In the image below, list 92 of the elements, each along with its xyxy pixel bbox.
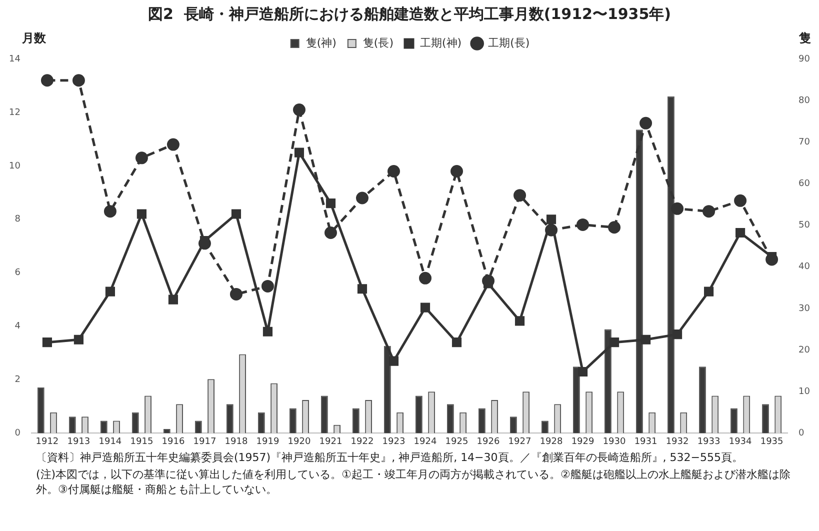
- point: [166, 138, 180, 151]
- x-tick-label: 1934: [728, 436, 752, 447]
- x-tick-label: 1925: [445, 436, 468, 447]
- y-tick-label: 8: [14, 214, 21, 225]
- point: [671, 202, 684, 215]
- point: [640, 116, 652, 130]
- y2-tick-label: 90: [798, 54, 810, 64]
- x-tick-label: 1921: [319, 436, 342, 447]
- x-tick-label: 1916: [162, 436, 185, 447]
- point: [450, 165, 464, 178]
- point: [356, 192, 368, 204]
- x-tick-label: 1912: [36, 436, 59, 447]
- point: [105, 286, 115, 296]
- legend-label: 工期(神): [420, 36, 462, 50]
- x-tick-label: 1922: [350, 436, 374, 447]
- point: [40, 74, 54, 87]
- point: [514, 189, 526, 202]
- x-tick-label: 1923: [382, 436, 406, 447]
- x-tick-label: 1927: [508, 436, 532, 447]
- point: [261, 280, 274, 292]
- y-tick-label: 14: [9, 54, 21, 64]
- point: [420, 302, 430, 312]
- point: [388, 356, 399, 366]
- point: [514, 316, 525, 326]
- point: [74, 334, 84, 344]
- point: [672, 330, 682, 340]
- point: [324, 226, 337, 239]
- point: [452, 338, 462, 348]
- y2-tick-label: 60: [798, 179, 810, 190]
- x-tick-label: 1933: [697, 436, 720, 447]
- point: [231, 209, 242, 219]
- y2-tick-label: 30: [798, 304, 810, 314]
- y-axis-title: 月数: [21, 31, 47, 46]
- point: [135, 152, 148, 164]
- y2-tick-label: 0: [798, 428, 805, 439]
- point: [734, 194, 747, 207]
- x-tick-label: 1913: [67, 436, 90, 447]
- point: [419, 272, 432, 284]
- point: [736, 228, 746, 238]
- y2-tick-label: 20: [798, 345, 810, 356]
- y2-tick-label: 10: [798, 386, 810, 397]
- x-tick-label: 1926: [476, 436, 500, 447]
- point: [388, 165, 400, 178]
- point: [294, 148, 304, 158]
- x-tick-label: 1919: [256, 436, 280, 447]
- point: [136, 209, 146, 219]
- point: [292, 104, 306, 116]
- point: [72, 74, 85, 87]
- point: [168, 294, 178, 304]
- point: [546, 214, 556, 224]
- y2-tick-label: 50: [798, 220, 810, 231]
- y-tick-label: 2: [14, 375, 20, 386]
- y-tick-label: 4: [14, 322, 21, 332]
- text: 〔資料〕神戸造船所五十年史編纂委員会(1957)『神戸造船所五十年史』, 神戸造船所, 14−30頁。／『創業百年の長崎造船所』, 532−555頁。: [36, 450, 744, 465]
- x-tick-label: 1914: [98, 436, 122, 447]
- x-tick-label: 1932: [666, 436, 689, 447]
- point: [704, 286, 714, 296]
- x-tick-label: 1931: [634, 436, 658, 447]
- y2-axis-title: 隻: [798, 31, 811, 46]
- point: [262, 326, 273, 336]
- y2-tick-label: 70: [798, 138, 810, 148]
- x-tick-label: 1915: [130, 436, 154, 447]
- point: [609, 338, 620, 348]
- y-tick-label: 0: [14, 428, 21, 439]
- y-tick-label: 10: [9, 161, 21, 172]
- y2-tick-label: 40: [798, 262, 810, 272]
- y-tick-label: 6: [14, 268, 21, 278]
- legend-label: 隻(神): [306, 36, 336, 50]
- point: [608, 221, 621, 234]
- x-tick-label: 1924: [414, 436, 437, 447]
- x-tick-label: 1918: [224, 436, 248, 447]
- chart-title: 図2 長崎・神戸造船所における船舶建造数と平均工事月数(1912〜1935年): [148, 4, 672, 23]
- point: [42, 338, 52, 348]
- y2-tick-label: 80: [798, 96, 810, 106]
- legend-label: 工期(長): [488, 36, 530, 50]
- x-tick-label: 1928: [540, 436, 563, 447]
- point: [576, 218, 590, 231]
- legend-label: 隻(長): [362, 36, 394, 50]
- point: [702, 205, 716, 218]
- x-tick-label: 1935: [760, 436, 784, 447]
- point: [578, 366, 588, 377]
- point: [326, 198, 336, 208]
- point: [357, 284, 368, 294]
- y-tick-label: 12: [9, 108, 20, 118]
- x-tick-label: 1917: [193, 436, 216, 447]
- x-tick-label: 1929: [571, 436, 594, 447]
- text: (注)本図では，以下の基準に従い算出した値を利用している。①起工・竣工年月の両方が掲載されている。②艦艇は砲艦以上の水上艦艇および潜水艦は除外。③付属艇は艦艇・商船とも計上していない。: [36, 467, 792, 497]
- x-tick-label: 1930: [602, 436, 626, 447]
- point: [104, 205, 116, 218]
- x-tick-label: 1920: [288, 436, 311, 447]
- point: [640, 334, 651, 344]
- point: [230, 288, 242, 300]
